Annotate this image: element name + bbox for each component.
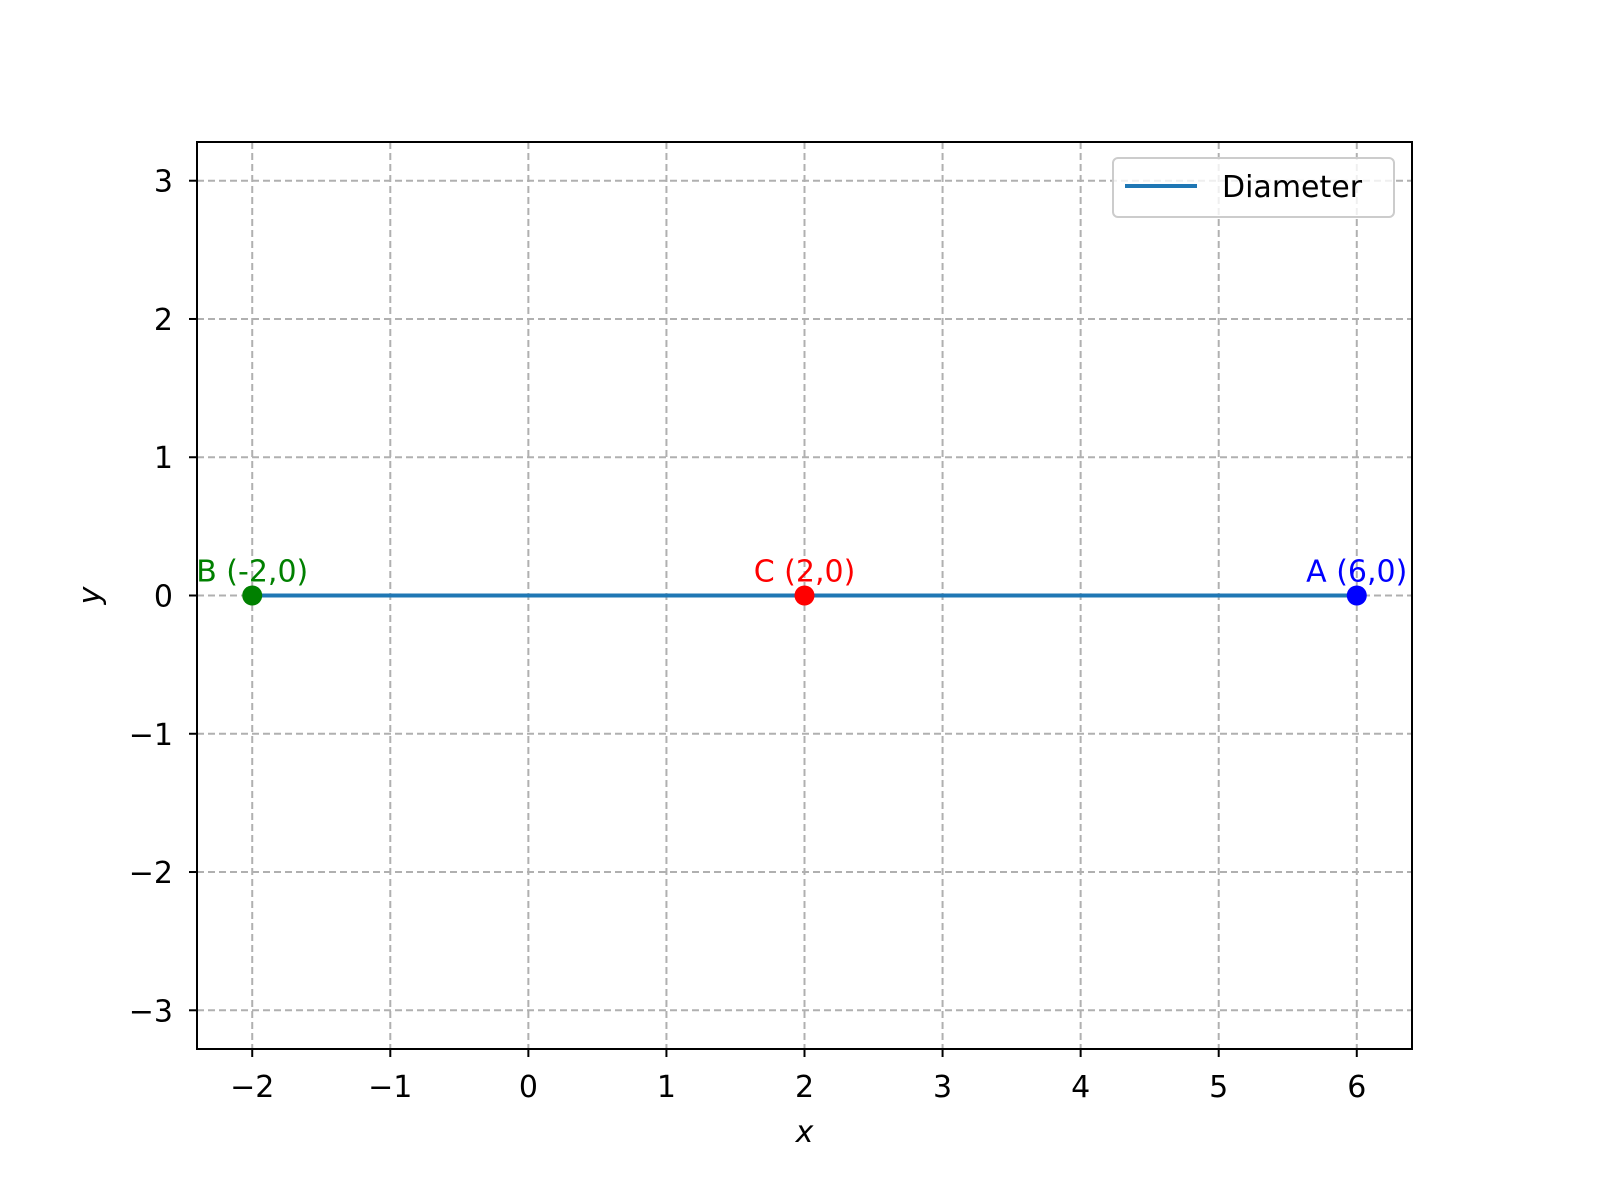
- x-tick-label: 0: [519, 1070, 538, 1105]
- legend-box: [1112, 157, 1395, 218]
- point-label-c: C (2,0): [754, 555, 856, 590]
- x-tick-label: 6: [1347, 1070, 1366, 1105]
- x-axis-label: x: [795, 1115, 814, 1150]
- y-tick-label: −1: [129, 718, 173, 753]
- legend-label: Diameter: [1222, 170, 1363, 205]
- y-tick-label: 0: [154, 580, 173, 615]
- y-tick-label: −2: [129, 856, 173, 891]
- point-a: [1346, 585, 1367, 606]
- point-c: [794, 585, 815, 606]
- x-tick-label: 4: [1071, 1070, 1090, 1105]
- points-layer: A (6,0) B (-2,0) C (2,0): [196, 555, 1407, 606]
- y-tick-label: 2: [154, 303, 173, 338]
- y-tick-label: 1: [154, 441, 173, 476]
- y-axis-label: y: [73, 585, 108, 605]
- point-label-b: B (-2,0): [196, 555, 308, 590]
- y-tick-label: −3: [129, 994, 173, 1029]
- x-tick-label: 5: [1209, 1070, 1228, 1105]
- y-tick-label: 3: [154, 165, 173, 200]
- point-b: [242, 585, 263, 606]
- point-label-a: A (6,0): [1306, 555, 1407, 590]
- legend: Diameter: [1112, 157, 1395, 218]
- x-tick-label: 2: [795, 1070, 814, 1105]
- x-tick-label: −1: [368, 1070, 412, 1105]
- ticks: −2 −1 0 1 2 3 4 5 6 −3 −2 −1 0 1 2 3: [129, 165, 1367, 1105]
- x-tick-label: −2: [230, 1070, 274, 1105]
- x-tick-label: 3: [933, 1070, 952, 1105]
- x-tick-label: 1: [657, 1070, 676, 1105]
